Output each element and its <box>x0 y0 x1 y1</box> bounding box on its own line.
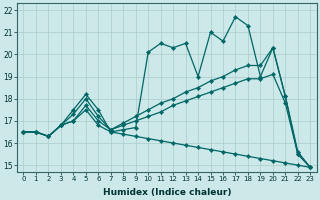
X-axis label: Humidex (Indice chaleur): Humidex (Indice chaleur) <box>103 188 231 197</box>
